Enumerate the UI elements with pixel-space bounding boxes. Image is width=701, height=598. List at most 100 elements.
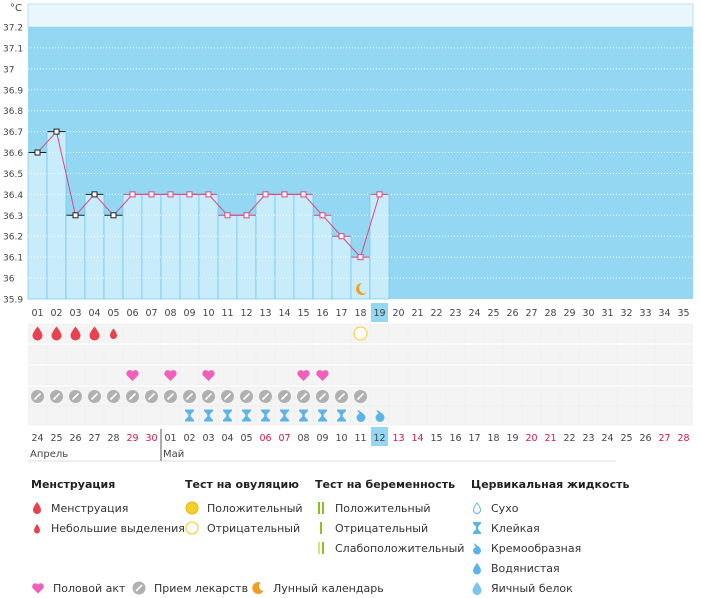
- y-tick-label: 36.1: [3, 254, 23, 264]
- pill-mark: [261, 392, 270, 401]
- symbol-cell: [579, 323, 598, 344]
- legend-item-light: Небольшие выделения: [31, 518, 185, 538]
- symbol-cell: [617, 365, 636, 386]
- calendar-date-label: 27: [88, 433, 100, 444]
- cycle-day-label: 03: [69, 308, 81, 319]
- y-tick-label: 36.9: [3, 86, 23, 96]
- calendar-date-label: 26: [639, 433, 651, 444]
- temp-point: [243, 212, 250, 219]
- symbol-cell: [142, 405, 161, 426]
- temp-point: [129, 191, 136, 198]
- menstruation-drop: [51, 326, 62, 341]
- cycle-day-label: 27: [525, 308, 537, 319]
- sticky-fluid-icon: [185, 409, 194, 422]
- calendar-date-label: 13: [392, 433, 404, 444]
- symbol-cell: [47, 405, 66, 426]
- temp-point: [376, 191, 383, 198]
- calendar-date-label: 03: [202, 433, 214, 444]
- cycle-day-label: 20: [392, 308, 404, 319]
- symbol-cell: [389, 323, 408, 344]
- calendar-date-label: 28: [677, 433, 689, 444]
- temp-point: [281, 191, 288, 198]
- symbol-cell: [655, 386, 674, 407]
- symbol-cell: [446, 365, 465, 386]
- symbol-cell: [142, 365, 161, 386]
- symbol-cell: [294, 344, 313, 365]
- cycle-day-label: 26: [506, 308, 518, 319]
- cycle-day-label: 22: [430, 308, 442, 319]
- calendar-date-label: 14: [411, 433, 423, 444]
- temp-point: [262, 191, 269, 198]
- symbol-cell: [579, 405, 598, 426]
- legend-label: Клейкая: [491, 521, 540, 535]
- pill-mark: [204, 392, 213, 401]
- temp-bar: [293, 194, 314, 300]
- symbol-cell: [617, 323, 636, 344]
- symbol-cell: [28, 365, 47, 386]
- symbol-cell: [541, 386, 560, 407]
- symbol-cell: [66, 344, 85, 365]
- legend-item-menstruation: Менструация: [31, 498, 185, 518]
- empty-drop-icon: [472, 502, 482, 514]
- menstruation-drop: [70, 326, 81, 341]
- y-tick-label: 36: [3, 275, 15, 285]
- calendar-date-label: 08: [297, 433, 309, 444]
- pill-mark: [337, 392, 346, 401]
- calendar-date-label: 20: [525, 433, 537, 444]
- temp-bar: [160, 194, 181, 300]
- symbol-cell: [66, 365, 85, 386]
- symbol-cell: [47, 365, 66, 386]
- cycle-day-label: 16: [316, 308, 328, 319]
- moon-icon: [252, 582, 264, 595]
- symbol-cell: [579, 344, 598, 365]
- symbol-cell: [370, 386, 389, 407]
- symbol-cell: [636, 386, 655, 407]
- symbol-cell: [484, 405, 503, 426]
- two-lines-icon: [318, 502, 324, 514]
- legend-label: Положительный: [207, 501, 303, 515]
- cycle-day-label: 33: [639, 308, 651, 319]
- legend-label: Слабоположительный: [335, 541, 465, 555]
- legend-pregnancy-test: Тест на беременность Положительный Отриц…: [315, 478, 464, 558]
- symbol-cell: [503, 365, 522, 386]
- symbol-cell: [655, 365, 674, 386]
- y-tick-label: 37.2: [3, 24, 23, 34]
- symbol-cell: [598, 405, 617, 426]
- symbol-cell: [104, 344, 123, 365]
- temp-bar: [179, 194, 200, 300]
- legend-item-egg-white: Яичный белок: [471, 578, 629, 598]
- symbol-cell: [408, 323, 427, 344]
- calendar-date-label: 25: [50, 433, 62, 444]
- legend-item-watery: Водянистая: [471, 558, 629, 578]
- temp-bar: [331, 235, 352, 300]
- calendar-date-label: 28: [107, 433, 119, 444]
- symbol-cell: [332, 344, 351, 365]
- heart-icon: [297, 370, 310, 381]
- symbol-cell: [465, 344, 484, 365]
- legend-label: Яичный белок: [491, 581, 573, 595]
- creamy-fluid-icon: [375, 409, 385, 422]
- temp-bar: [274, 194, 295, 300]
- heart-icon: [126, 370, 139, 381]
- symbol-cell: [313, 323, 332, 344]
- legend-menstruation: Менструация Менструация Небольшие выделе…: [31, 478, 185, 538]
- bbt-chart: °C 37.2 37.1 37 36.9 36.8 36.7 36.6 36.5 36.4 36.3…: [3, 3, 694, 462]
- pill-mark: [242, 392, 251, 401]
- menstruation-drop: [32, 326, 43, 341]
- legend-item-ovulation-negative: Отрицательный: [185, 518, 303, 538]
- calendar-date-label: 26: [69, 433, 81, 444]
- cycle-day-label: 32: [620, 308, 632, 319]
- legend-label: Кремообразная: [491, 541, 582, 555]
- symbol-cell: [427, 386, 446, 407]
- symbol-cell: [47, 344, 66, 365]
- calendar-date-label: 15: [430, 433, 442, 444]
- cycle-day-label: 08: [164, 308, 176, 319]
- moon-icon: [356, 282, 367, 295]
- symbol-cell: [598, 365, 617, 386]
- legend-label: Водянистая: [491, 561, 560, 575]
- symbol-cell: [161, 405, 180, 426]
- temp-point: [91, 191, 98, 198]
- calendar-date-label: 11: [354, 433, 366, 444]
- legend-label: Половой акт: [53, 581, 126, 595]
- symbol-cell: [408, 405, 427, 426]
